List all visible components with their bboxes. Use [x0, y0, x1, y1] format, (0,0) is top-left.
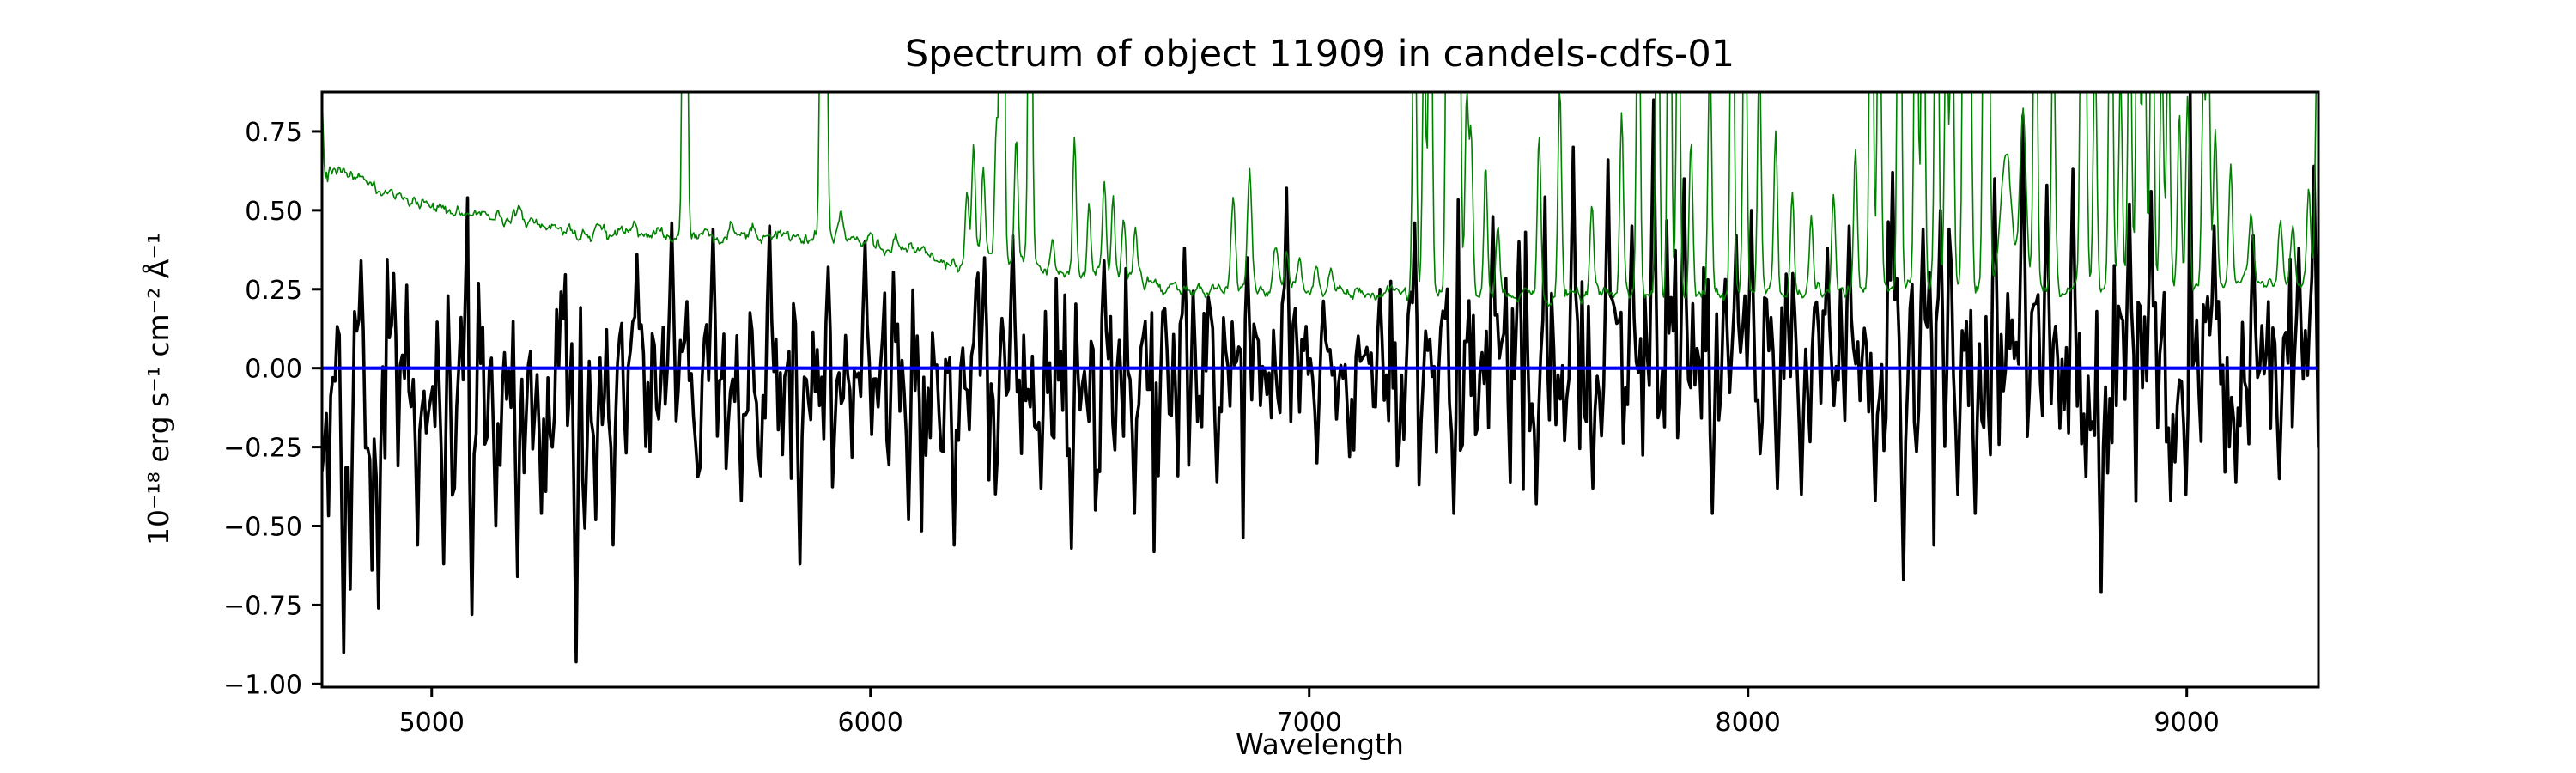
noise-spectrum-line	[322, 92, 2318, 307]
axes-frame	[320, 90, 2320, 689]
y-tick-label: 0.00	[245, 355, 302, 385]
chart-title: Spectrum of object 11909 in candels-cdfs…	[905, 33, 1735, 76]
y-axis-label: 10⁻¹⁸ erg s⁻¹ cm⁻² Å⁻¹	[141, 233, 175, 545]
y-tick-label: −0.75	[223, 591, 302, 621]
x-tick-label: 6000	[838, 708, 903, 738]
clipped-series-group	[322, 92, 2318, 664]
y-tick-label: 0.75	[245, 118, 302, 148]
x-tick-label: 8000	[1716, 708, 1781, 738]
x-tick-label: 7000	[1277, 708, 1342, 738]
x-tick-label: 5000	[399, 708, 465, 738]
y-tick-label: −0.50	[223, 513, 302, 543]
y-tick-label: −0.25	[223, 434, 302, 464]
y-tick-label: −1.00	[223, 670, 302, 700]
y-tick-label: 0.25	[245, 276, 302, 306]
x-axis-label: Wavelength	[1236, 727, 1404, 761]
plot-area: 5000 6000 7000 8000 9000 0.75 0.50 0.25 0.00 −0.2…	[223, 90, 2320, 738]
y-tick-label: 0.50	[245, 197, 302, 227]
x-tick-label: 9000	[2154, 708, 2220, 738]
